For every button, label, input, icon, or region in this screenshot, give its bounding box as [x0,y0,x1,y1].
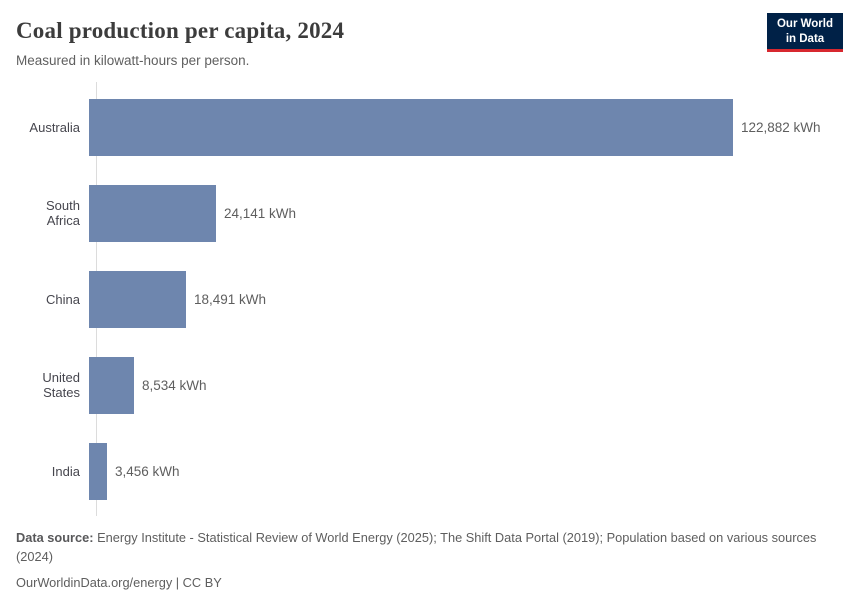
chart-footer: Data source: Energy Institute - Statisti… [16,529,834,593]
bar-row-united-states: United States 8,534 kWh [16,342,834,428]
category-label-united-states: United States [42,370,80,400]
bar-united-states[interactable] [89,356,134,414]
data-source-line: Data source: Energy Institute - Statisti… [16,529,828,566]
bar-row-china: China 18,491 kWh [16,256,834,342]
bar-china[interactable] [89,270,186,328]
bar-row-australia: Australia 122,882 kWh [16,84,834,170]
chart-header: Coal production per capita, 2024 Measure… [16,0,843,68]
value-label-australia: 122,882 kWh [741,119,821,135]
value-label-united-states: 8,534 kWh [142,377,207,393]
value-label-india: 3,456 kWh [115,463,180,479]
bar-track: 8,534 kWh [88,342,834,428]
bar-chart: Australia 122,882 kWh South Africa 24,14… [16,82,834,516]
bar-south-africa[interactable] [89,184,216,242]
category-label-australia: Australia [29,119,80,135]
owid-logo-line2: in Data [785,32,825,45]
bar-india[interactable] [89,442,107,500]
chart-subtitle: Measured in kilowatt-hours per person. [16,53,250,68]
value-label-south-africa: 24,141 kWh [224,205,297,221]
bar-track: 122,882 kWh [88,84,834,170]
bar-track: 3,456 kWh [88,428,834,514]
owid-energy-link[interactable]: OurWorldinData.org/energy [16,575,173,591]
license-text: | CC BY [172,575,222,591]
bar-track: 18,491 kWh [88,256,834,342]
chart-title: Coal production per capita, 2024 [16,18,345,43]
bar-row-south-africa: South Africa 24,141 kWh [16,170,834,256]
category-label-china: China [46,291,80,307]
bar-track: 24,141 kWh [88,170,834,256]
category-label-india: India [51,463,80,479]
bar-australia[interactable] [89,98,733,156]
data-source-text: Energy Institute - Statistical Review of… [16,530,817,564]
value-label-china: 18,491 kWh [194,291,267,307]
owid-logo[interactable]: Our World in Data [767,13,843,53]
owid-logo-line1: Our World [776,18,833,30]
bar-rows: Australia 122,882 kWh South Africa 24,14… [16,84,834,514]
data-source-label: Data source: [16,530,94,545]
credit-line: OurWorldinData.org/energy | CC BY [16,574,834,593]
category-label-south-africa: South Africa [46,198,80,228]
bar-row-india: India 3,456 kWh [16,428,834,514]
